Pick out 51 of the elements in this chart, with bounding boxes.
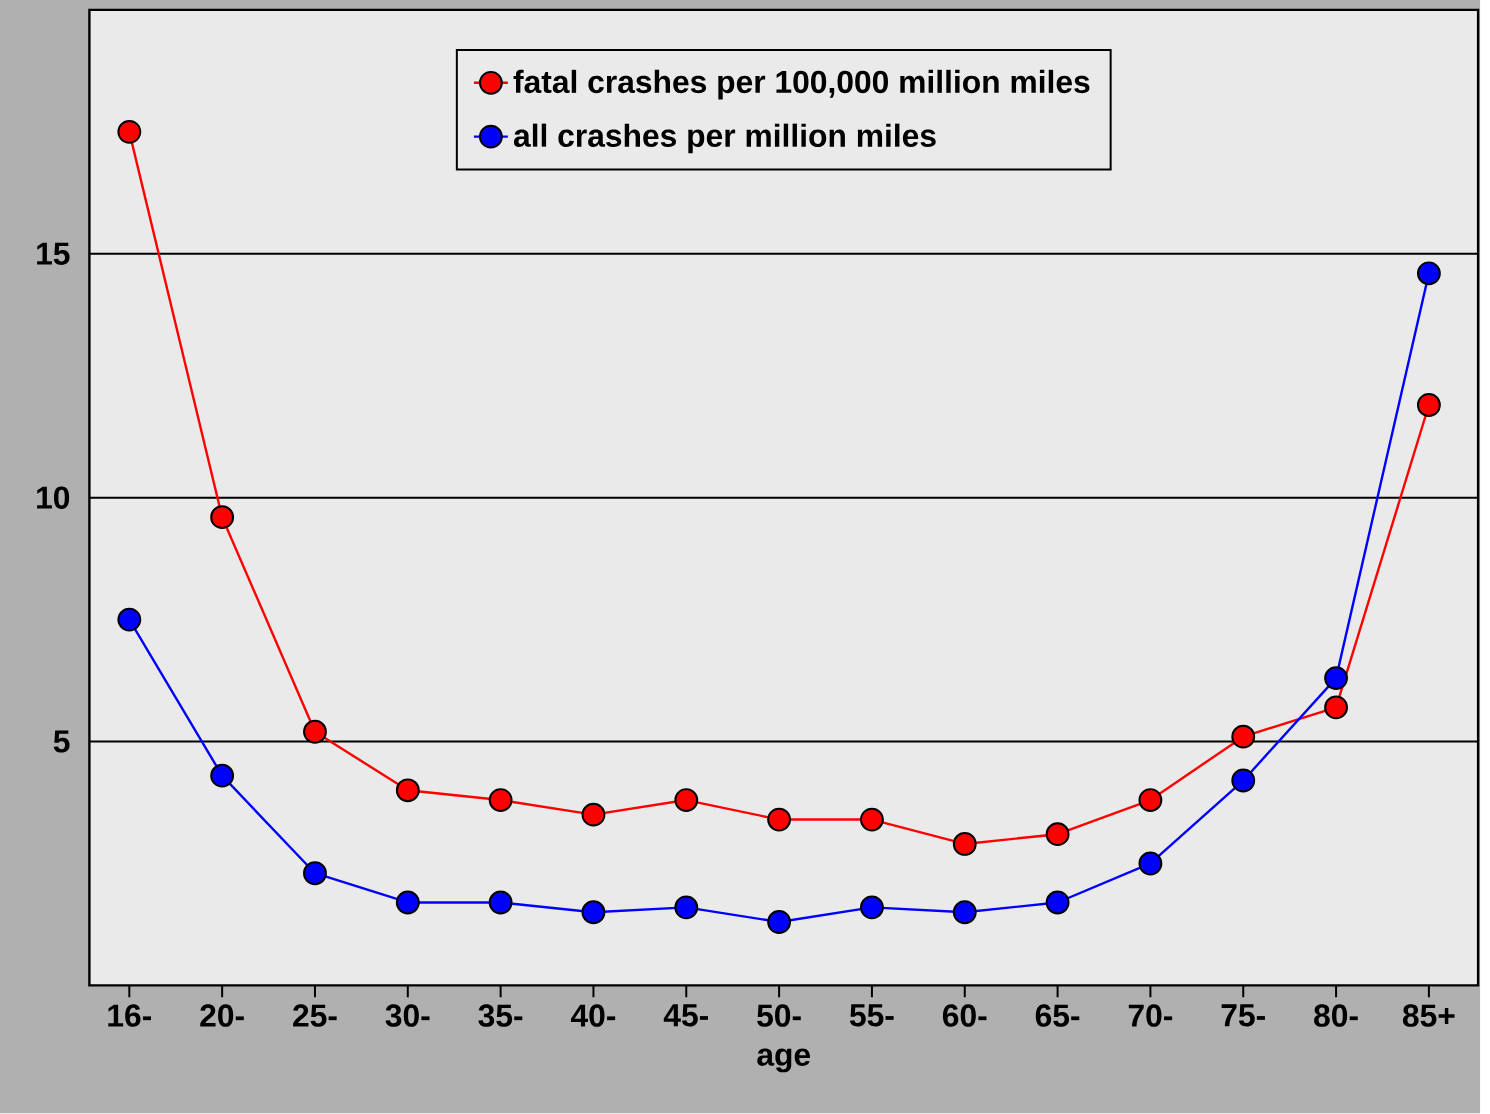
point bbox=[1045, 890, 1070, 915]
point bbox=[303, 861, 327, 886]
point bbox=[674, 895, 699, 920]
point bbox=[117, 607, 142, 632]
point bbox=[1045, 822, 1070, 847]
point bbox=[1231, 768, 1256, 793]
y-tick-label: 5 bbox=[53, 730, 70, 753]
point bbox=[488, 890, 513, 915]
x-tick-label: 70- bbox=[1128, 1004, 1173, 1028]
x-tick-label: 75- bbox=[1221, 1004, 1265, 1027]
point bbox=[767, 807, 792, 832]
x-tick-label: 30- bbox=[385, 1004, 430, 1028]
point bbox=[860, 895, 884, 920]
point bbox=[303, 720, 327, 744]
point bbox=[1324, 666, 1348, 691]
point bbox=[1416, 261, 1441, 286]
y-tick-label: 10 bbox=[37, 486, 70, 510]
point bbox=[395, 778, 420, 803]
point bbox=[952, 832, 977, 857]
point bbox=[210, 763, 235, 788]
point bbox=[674, 788, 699, 813]
x-tick-label: 85+ bbox=[1402, 1004, 1455, 1028]
x-tick-label: 50- bbox=[757, 1004, 801, 1028]
point bbox=[1138, 851, 1163, 876]
x-tick-label: 60- bbox=[942, 1004, 987, 1028]
point bbox=[117, 120, 142, 145]
point bbox=[1231, 724, 1256, 749]
point bbox=[210, 505, 235, 530]
x-tick-label: 35- bbox=[478, 1004, 523, 1028]
legend-label: all crashes per million miles bbox=[513, 123, 936, 154]
y-tick-label: 15 bbox=[37, 242, 70, 266]
x-tick-label: 20- bbox=[200, 1004, 244, 1028]
point bbox=[395, 890, 420, 915]
point bbox=[581, 802, 606, 827]
point bbox=[1138, 788, 1163, 813]
point bbox=[488, 788, 513, 813]
point bbox=[860, 807, 884, 832]
x-tick-label: 40- bbox=[570, 1004, 616, 1028]
x-axis-title: age bbox=[757, 1048, 811, 1073]
point bbox=[1416, 393, 1441, 418]
x-tick-label: 25- bbox=[293, 1004, 337, 1028]
x-tick-label: 45- bbox=[663, 1004, 708, 1027]
point bbox=[767, 910, 792, 935]
x-tick-label: 16- bbox=[108, 1004, 152, 1028]
point bbox=[952, 900, 977, 925]
point bbox=[1324, 695, 1348, 720]
x-tick-label: 80- bbox=[1314, 1004, 1358, 1028]
x-tick-label: 55- bbox=[849, 1004, 894, 1027]
legend-label: fatal crashes per 100,000 million miles bbox=[513, 70, 1090, 100]
x-tick-label: 65- bbox=[1035, 1004, 1080, 1028]
point bbox=[581, 900, 606, 925]
